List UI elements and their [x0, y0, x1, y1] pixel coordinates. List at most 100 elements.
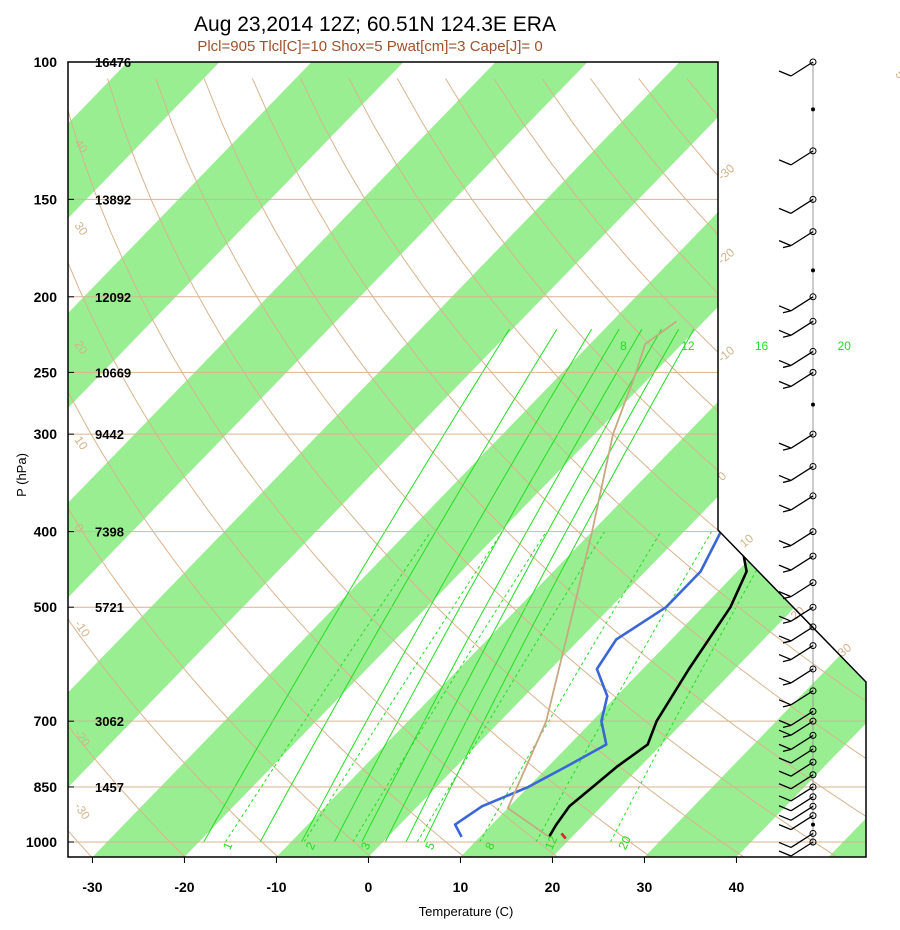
y-tick-label: 500	[34, 599, 58, 615]
mixing-ratio-line	[384, 328, 662, 843]
height-label: 12092	[95, 290, 131, 305]
wind-barb-feather	[782, 748, 792, 753]
mixing-ratio-lines	[203, 328, 779, 843]
wind-barb-shaft	[790, 61, 814, 77]
wind-barb-shaft	[790, 748, 814, 764]
wind-station-circle	[809, 293, 817, 301]
wind-barb-shaft	[790, 198, 814, 214]
wind-station-circle	[809, 368, 817, 376]
y-tick-label: 850	[34, 779, 58, 795]
wind-barb-feather	[778, 591, 792, 598]
wind-barb-feather	[778, 841, 792, 849]
x-axis-label: Temperature (C)	[419, 904, 514, 919]
wind-barb-shaft	[790, 668, 814, 684]
mixing-ratio-line	[203, 328, 510, 843]
wind-barb-shaft	[790, 774, 814, 790]
x-tick-label: -30	[82, 879, 102, 895]
height-label: 13892	[95, 192, 131, 207]
dry-adiabat-line	[68, 78, 374, 857]
wind-station-circle	[809, 430, 817, 438]
isotherm-band	[68, 62, 772, 857]
mixing-ratio-line	[423, 328, 695, 843]
wind-barb-feather	[778, 540, 792, 547]
wind-barb-shaft	[790, 531, 814, 547]
chart-subtitle: Plcl=905 Tlcl[C]=10 Shox=5 Pwat[cm]=3 Ca…	[197, 38, 542, 55]
wind-barb-feather	[778, 823, 792, 831]
wind-barb-shaft	[790, 150, 814, 166]
wind-station-circle	[809, 552, 817, 560]
wind-barb-feather	[778, 635, 792, 642]
wind-barb-feather	[778, 743, 792, 750]
mixing-ratio-label: 20	[838, 339, 852, 353]
wind-barb-shaft	[790, 832, 814, 848]
dry-adiabat-line	[251, 78, 866, 857]
wind-barb-shaft	[790, 371, 814, 387]
wind-station-circle	[809, 492, 817, 500]
wind-barb-feather	[778, 770, 792, 777]
isotherm-left-label: -30	[72, 800, 94, 823]
wind-station-circle	[809, 707, 817, 715]
dry-adiabat-line	[348, 78, 866, 857]
wind-station-circle	[809, 687, 817, 695]
wind-barb-feather	[778, 653, 792, 661]
wind-station-circle	[809, 717, 817, 725]
wind-barb-feather	[778, 783, 792, 790]
dry-adiabat-line	[68, 78, 280, 857]
lcl-marker	[560, 832, 567, 840]
wind-station-circle	[809, 579, 817, 587]
wind-barb-feather	[778, 795, 792, 802]
y-tick-label: 1000	[26, 834, 57, 850]
mixing-ratio-line	[405, 328, 680, 843]
y-tick-label: 300	[34, 426, 58, 442]
y-tick-label: 700	[34, 713, 58, 729]
wind-barb-feather	[778, 240, 792, 247]
wind-barb-feather	[782, 447, 792, 451]
wind-station-circle	[809, 623, 817, 631]
dry-adiabat-line	[155, 78, 840, 857]
x-tick-label: -20	[174, 879, 194, 895]
wind-barb-feather	[782, 724, 792, 728]
wind-barb-feather	[782, 310, 792, 314]
mixing-ratio-line	[361, 328, 643, 843]
wind-barb-feather	[782, 640, 792, 644]
temperature-profile	[547, 62, 866, 838]
wind-barb-feather	[778, 70, 792, 77]
wind-barb-feather	[782, 245, 792, 249]
wind-station-circle	[809, 838, 817, 846]
wind-station-circle	[809, 462, 817, 470]
wind-station-circle	[809, 793, 817, 801]
wind-station-circle	[809, 317, 817, 325]
dry-adiabat-line	[203, 78, 866, 857]
wind-barb-feather	[778, 564, 792, 571]
parcel-profile	[506, 320, 678, 838]
wind-barb-shaft	[790, 805, 814, 821]
wind-station-circle	[809, 812, 817, 820]
plot-frame	[67, 61, 867, 858]
dry-adiabat-line	[68, 78, 467, 857]
wind-barb-shaft	[790, 606, 814, 622]
wind-barbs	[778, 58, 817, 857]
mixing-ratio-bottom-label: 12	[542, 834, 560, 852]
wind-station-circle	[809, 195, 817, 203]
y-tick-label: 100	[34, 54, 58, 70]
wind-barb-shaft	[790, 555, 814, 571]
wind-barb-shaft	[790, 720, 814, 736]
wind-station-circle	[809, 771, 817, 779]
wind-station-circle	[809, 58, 817, 66]
wind-barb-shaft	[790, 582, 814, 598]
isotherm-right-label: 30	[835, 640, 854, 660]
wind-barb-shaft	[790, 841, 814, 857]
wind-calm-dot	[811, 107, 815, 112]
wind-calm-dot	[811, 822, 815, 827]
wind-barb-shaft	[790, 645, 814, 661]
wind-barb-feather	[778, 359, 792, 367]
wind-barb-feather	[778, 729, 792, 736]
wind-barb-feather	[782, 385, 792, 390]
dry-adiabat-line	[107, 78, 747, 857]
wind-barb-feather	[778, 850, 792, 857]
wind-station-circle	[809, 147, 817, 155]
wind-station-circle	[809, 228, 817, 236]
wind-barb-shaft	[790, 761, 814, 777]
wind-barb-shaft	[790, 626, 814, 642]
